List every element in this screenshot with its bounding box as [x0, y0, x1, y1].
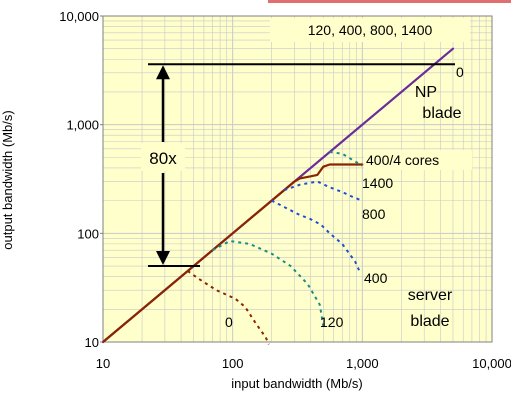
y-tick-label: 10,000: [59, 9, 99, 24]
ratio-arrowhead-down: [156, 251, 170, 266]
np-zero-label: 0: [456, 64, 464, 80]
load-0-label: 0: [225, 314, 233, 330]
cores-label: 400/4 cores: [366, 152, 439, 168]
series-line-server_blade-6: [329, 151, 363, 167]
load-800-label: 800: [362, 206, 386, 222]
np-loads-label-bg: [270, 18, 470, 42]
plot-border: [102, 15, 493, 343]
gridlines: [103, 16, 492, 342]
server-blade-label-line1: server: [408, 287, 453, 304]
series-line-server_blade-1: [101, 163, 364, 344]
y-axis-label: output bandwidth (Mb/s): [0, 110, 15, 249]
np-loads-label: 120, 400, 800, 1400: [308, 22, 433, 38]
y-tick-label: 10: [85, 335, 99, 350]
series-layer: [101, 47, 455, 345]
ratio-label: 80x: [149, 149, 177, 168]
x-tick-label: 10,000: [472, 356, 511, 371]
ratio-arrow: [148, 63, 455, 268]
series-line-server_blade-4: [212, 240, 325, 327]
accent-bar: [268, 0, 511, 3]
y-tick-label: 100: [77, 226, 99, 241]
np-blade-label-line2: blade: [422, 105, 461, 122]
ratio-label-bg: [141, 143, 185, 171]
ratio-arrowhead-up: [156, 65, 170, 80]
tick-labels: 10 100 1,000 10,000 10 100 1,000 10,000: [59, 9, 511, 371]
x-tick-label: 1,000: [346, 356, 379, 371]
x-tick-label: 10: [96, 356, 110, 371]
cores-label-bg: [364, 150, 472, 170]
y-tick-label: 1,000: [66, 118, 99, 133]
server-blade-label-line2: blade: [410, 313, 449, 330]
load-120-label: 120: [320, 314, 344, 330]
series-line-server_blade-2: [283, 180, 363, 202]
x-tick-label: 100: [222, 356, 244, 371]
x-axis-label: input bandwidth (Mb/s): [231, 376, 363, 391]
np-blade-label-line1: NP: [415, 84, 437, 101]
load-400-label: 400: [364, 270, 388, 286]
load-1400-label: 1400: [362, 175, 393, 191]
